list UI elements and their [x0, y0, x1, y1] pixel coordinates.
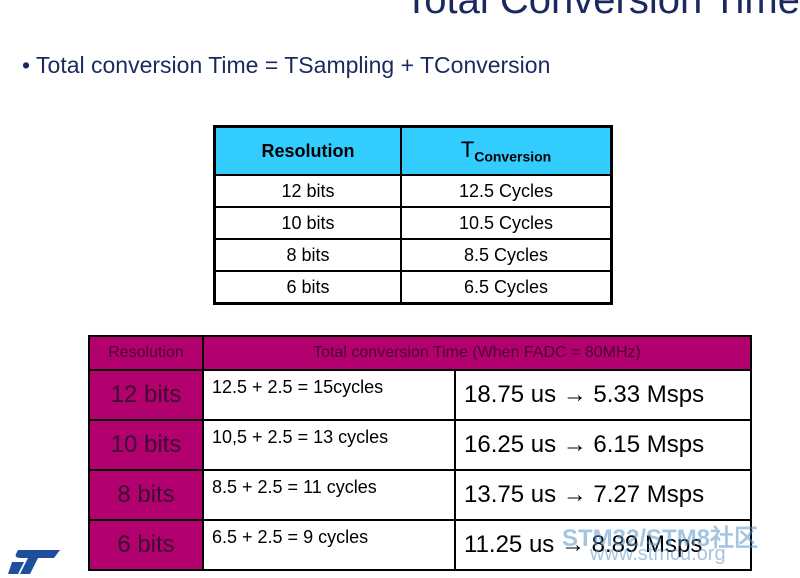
row: 12 bits 12.5 Cycles — [213, 174, 613, 208]
cell: 10,5 + 2.5 = 13 cycles — [202, 419, 456, 471]
st-logo — [8, 550, 61, 574]
header-cell: Resolution — [213, 125, 402, 176]
bullet-text: Total conversion Time = TSampling + TCon… — [36, 52, 551, 78]
cell: 10 bits — [213, 206, 402, 240]
cell: 18.75 us → 5.33 Msps — [454, 369, 752, 421]
cell: 6.5 Cycles — [400, 270, 613, 305]
row: 12 bits 12.5 + 2.5 = 15cycles 18.75 us → 5… — [88, 369, 752, 421]
header-main: T — [460, 137, 475, 163]
cell: 8.5 Cycles — [400, 238, 613, 272]
title: Total Conversion Time — [404, 0, 800, 22]
cell: 6.5 + 2.5 = 9 cycles — [202, 519, 456, 571]
cell: 8 bits — [88, 469, 204, 521]
cell: 11.25 us → 8.89 Msps — [454, 519, 752, 571]
row: 6 bits 6.5 Cycles — [213, 270, 613, 305]
bullet-dot: • — [22, 52, 37, 78]
row: 8 bits 8.5 + 2.5 = 11 cycles 13.75 us → 7.… — [88, 469, 752, 521]
cell: 12.5 Cycles — [400, 174, 613, 208]
watermark: STM32/STM8社区 — [562, 525, 759, 552]
cycles-table: Resolution TConversion 12 bits 12.5 Cycle… — [213, 125, 613, 305]
watermark-url: www.stmcu.org — [590, 543, 726, 565]
conversion-table: Resolution Total conversion Time (When FA… — [88, 335, 752, 571]
cell: 16.25 us → 6.15 Msps — [454, 419, 752, 471]
cell: 6 bits — [88, 519, 204, 571]
cell: 12 bits — [88, 369, 204, 421]
cell: 13.75 us → 7.27 Msps — [454, 469, 752, 521]
cell: 12 bits — [213, 174, 402, 208]
cell: 6 bits — [213, 270, 402, 305]
cell: 8.5 + 2.5 = 11 cycles — [202, 469, 456, 521]
row: 8 bits 8.5 Cycles — [213, 238, 613, 272]
row: 10 bits 10,5 + 2.5 = 13 cycles 16.25 us → … — [88, 419, 752, 471]
cell: 12.5 + 2.5 = 15cycles — [202, 369, 456, 421]
header-cell: Total conversion Time (When FADC = 80MHz… — [202, 335, 752, 371]
cell: 10.5 Cycles — [400, 206, 613, 240]
row: 10 bits 10.5 Cycles — [213, 206, 613, 240]
header-sub: Conversion — [474, 148, 552, 165]
row: 6 bits 6.5 + 2.5 = 9 cycles 11.25 us → 8.8… — [88, 519, 752, 571]
bullet: • Total conversion Time = TSampling + TC… — [22, 52, 550, 79]
cell: 10 bits — [88, 419, 204, 471]
header-cell: Resolution — [88, 335, 204, 371]
cell: 8 bits — [213, 238, 402, 272]
header-cell: TConversion — [400, 125, 613, 176]
